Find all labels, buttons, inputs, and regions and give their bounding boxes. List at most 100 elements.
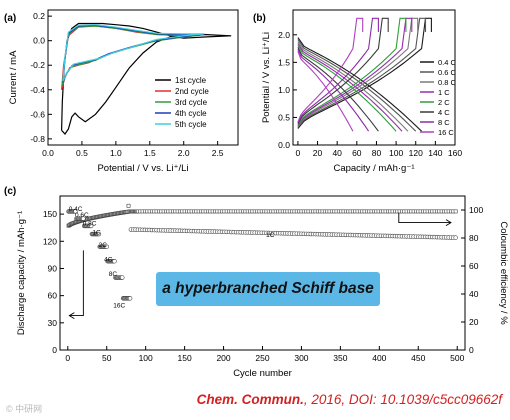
panel-a-legend-label: 1st cycle	[175, 76, 207, 85]
panel-a-xtick-label: 0.5	[76, 148, 88, 158]
panel-c-xtick-label: 150	[178, 353, 192, 363]
citation[interactable]: Chem. Commun., 2016, DOI: 10.1039/c5cc09…	[197, 392, 502, 407]
panel-c-discharge-series	[66, 209, 458, 301]
panel-c-ytick-label: 60	[48, 291, 58, 301]
panel-a-ylabel: Current / mA	[8, 50, 19, 105]
panel-b-xtick-label: 100	[389, 148, 403, 158]
panel-c-discharge-point	[453, 235, 458, 240]
panel-b-charge-curve	[297, 17, 389, 124]
panel-b-discharge-curve	[297, 39, 417, 132]
panel-c-left-arrow-head	[68, 312, 75, 319]
panel-a-series-line	[62, 24, 205, 82]
panel-b-charge-curve	[297, 17, 419, 127]
panel-c-right-arrow	[398, 212, 451, 224]
panel-b-xtick-label: 60	[352, 148, 362, 158]
panel-c-discharge-point	[81, 216, 86, 221]
panel-c-y2tick-label: 100	[469, 205, 483, 215]
panel-a-xtick-label: 1.0	[110, 148, 122, 158]
panel-b-legend-label: 8 C	[438, 118, 450, 127]
panel-c-discharge-point	[96, 231, 102, 237]
panel-a-xtick-label: 0.0	[42, 148, 54, 158]
panel-c-xtick-label: 450	[411, 353, 425, 363]
panel-c-coulombic-point	[453, 209, 458, 214]
panel-c-y2tick-label: 80	[469, 233, 479, 243]
panel-c-ytick-label: 0	[52, 345, 57, 355]
panel-b-discharge-curve	[297, 49, 370, 132]
panel-c-xtick-label: 350	[333, 353, 347, 363]
panel-c-ytick-label: 150	[43, 209, 57, 219]
panel-b-charge-curve	[297, 17, 413, 126]
panel-c-xtick-label: 500	[450, 353, 464, 363]
panel-b-charge-curve	[297, 17, 364, 123]
panel-a-legend-label: 3rd cycle	[175, 98, 208, 107]
panel-b-xtick-label: 140	[428, 148, 442, 158]
panel-c-rate-label: 4C	[104, 257, 113, 264]
panel-c-rate-label: 1C	[92, 229, 101, 236]
panel-c-rate-label: 0.4C	[69, 206, 83, 213]
panel-b-legend-label: 4 C	[438, 108, 450, 117]
panel-c-y2label: Coloumbic efficiency / %	[498, 221, 509, 325]
panel-c-discharge-point	[104, 244, 109, 249]
panel-a-legend-label: 5th cycle	[175, 120, 207, 129]
banner-text: a hyperbranched Schiff base	[162, 280, 374, 297]
panel-c-xtick-label: 200	[216, 353, 230, 363]
panel-b-ylabel: Potential / V vs. Li⁺/Li	[261, 32, 272, 123]
panel-b-xlabel: Capacity / mAh·g⁻¹	[333, 163, 414, 174]
panel-c-coulombic-series	[66, 203, 458, 228]
panel-c-xtick-label: 0	[65, 353, 70, 363]
panel-c-y2tick-label: 60	[469, 261, 479, 271]
panel-b-ytick-label: 1.5	[278, 57, 290, 67]
panel-b-legend-label: 0.6 C	[438, 68, 457, 77]
panel-c-ylabel: Discharge capacity / mAh·g⁻¹	[16, 211, 27, 335]
panel-c-discharge-point	[127, 296, 133, 301]
panel-c-rate-label: 16C	[113, 303, 125, 310]
panel-c-rate-label: 2C	[99, 242, 108, 249]
panel-c-xtick-label: 300	[294, 353, 308, 363]
panel-b-legend-label: 0.8 C	[438, 78, 457, 87]
panel-a-xtick-label: 2.5	[212, 148, 224, 158]
panel-a-ytick-label: -0.6	[30, 109, 45, 119]
panel-a-xtick-label: 1.5	[144, 148, 156, 158]
panel-c-rate-label: 1C	[266, 232, 275, 239]
panel-b-label: (b)	[253, 13, 266, 24]
panel-a-ytick-label: -0.2	[30, 60, 45, 70]
panel-b-frame	[292, 9, 456, 146]
panel-c-discharge-point	[120, 275, 125, 280]
panel-a-label: (a)	[4, 13, 16, 24]
panel-b-ytick-label: 0.5	[278, 112, 290, 122]
panel-b-discharge-curve	[297, 41, 409, 132]
panel-b-xtick-label: 0	[296, 148, 301, 158]
panel-b-xtick-label: 160	[448, 148, 462, 158]
panel-c-rate-label: 0.8C	[83, 220, 97, 227]
panel-b-charge-curve	[297, 17, 427, 128]
panel-b-xtick-label: 20	[313, 148, 323, 158]
panel-b-xtick-label: 40	[332, 148, 342, 158]
panel-c-label: (c)	[4, 186, 16, 197]
panel-c-y2tick-label: 40	[469, 289, 479, 299]
panel-c-rate-label: 8C	[109, 271, 118, 278]
panel-c-xtick-label: 100	[139, 353, 153, 363]
panel-b-discharge-curve	[297, 51, 354, 132]
panel-c-xtick-label: 50	[102, 353, 112, 363]
panel-b-legend-label: 0.4 C	[438, 58, 457, 67]
citation-journal: Chem. Commun.	[196, 392, 304, 407]
watermark: © 中研网	[6, 404, 43, 414]
panel-b-ytick-label: 1.0	[278, 85, 290, 95]
panel-a-ytick-label: 0.2	[33, 11, 45, 21]
panel-c-ytick-label: 90	[48, 263, 58, 273]
panel-c-ytick-label: 120	[43, 236, 57, 246]
panel-b-legend-label: 16 C	[438, 128, 454, 137]
panel-a-ytick-label: -0.4	[30, 85, 45, 95]
panel-a-legend-label: 2nd cycle	[175, 87, 209, 96]
panel-b-charge-curve	[297, 17, 407, 126]
panel-c-ytick-label: 30	[48, 318, 58, 328]
panel-a-frame	[47, 9, 239, 146]
panel-b-legend-label: 2 C	[438, 98, 450, 107]
panel-b-legend-label: 1 C	[438, 88, 450, 97]
panel-b-ytick-label: 0.0	[278, 140, 290, 150]
panel-a-series-line	[61, 22, 232, 135]
panel-c-y2tick-label: 0	[469, 345, 474, 355]
panel-b-discharge-curve	[297, 37, 422, 132]
title-banner: a hyperbranched Schiff base	[156, 272, 380, 306]
panel-b-xtick-label: 80	[372, 148, 382, 158]
